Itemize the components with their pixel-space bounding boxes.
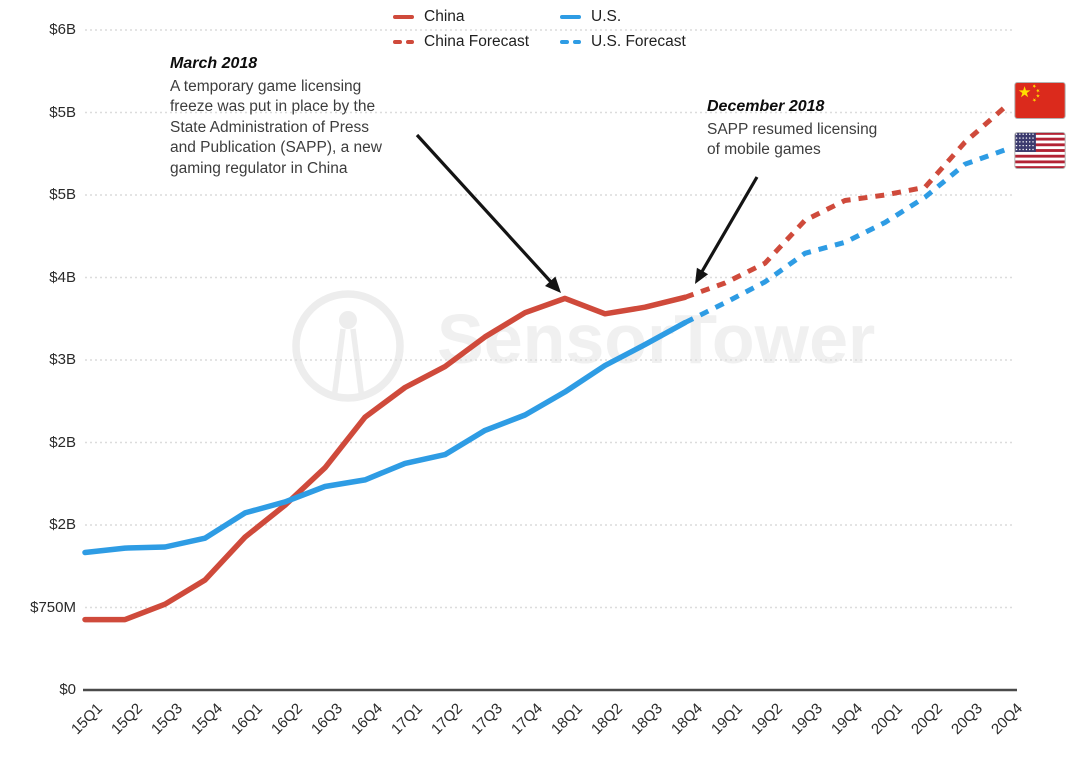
series-line-u-s- (82, 319, 688, 556)
china-flag-icon (1014, 82, 1066, 119)
china-forecast-swatch-icon (393, 39, 414, 45)
legend-label: U.S. Forecast (591, 33, 686, 50)
annotation-body: A temporary game licensing freeze was pu… (170, 77, 382, 177)
us-line-swatch-icon (560, 14, 581, 20)
series-line-china (82, 294, 688, 623)
china-line-swatch-icon (393, 14, 414, 20)
series-line-china-forecast (684, 105, 1007, 300)
series-line-u-s-forecast (683, 147, 1006, 325)
y-axis-label: $6B (49, 21, 76, 38)
december-2018-arrowhead (695, 267, 709, 284)
legend-label: China (424, 8, 465, 25)
annotation-arrows (415, 133, 759, 293)
y-axis-label: $2B (49, 516, 76, 533)
annotation-march-2018: March 2018 A temporary game licensing fr… (170, 54, 396, 180)
y-axis-label: $5B (49, 103, 76, 121)
y-axis-label: $750M (30, 598, 76, 616)
legend-item-us: U.S. (560, 8, 686, 26)
march-2018-arrowhead (545, 276, 561, 293)
legend-item-us-forecast: U.S. Forecast (560, 33, 686, 51)
us-forecast-swatch-icon (560, 39, 581, 45)
y-axis-label: $4B (49, 268, 76, 286)
annotation-december-2018: December 2018 SAPP resumed licensing of … (707, 97, 889, 161)
legend-label: U.S. (591, 8, 622, 25)
y-axis-label: $5B (49, 186, 76, 203)
series-lines (82, 105, 1007, 623)
annotation-title: December 2018 (707, 98, 825, 115)
annotation-body: SAPP resumed licensing of mobile games (707, 120, 878, 159)
y-axis-label: $0 (59, 681, 76, 698)
legend-label: China Forecast (424, 33, 530, 50)
december-2018-arrow (698, 176, 759, 276)
legend-item-china-forecast: China Forecast (393, 33, 560, 51)
annotation-title: March 2018 (170, 55, 258, 72)
chart-legend: China U.S. China Forecast U.S. Forecast (393, 8, 686, 51)
march-2018-arrow (415, 133, 553, 284)
legend-item-china: China (393, 8, 560, 26)
sensor-tower-logo-icon (292, 290, 404, 402)
us-flag-icon (1014, 132, 1066, 169)
y-axis-label: $3B (49, 351, 76, 368)
y-axis-label: $2B (49, 433, 76, 451)
